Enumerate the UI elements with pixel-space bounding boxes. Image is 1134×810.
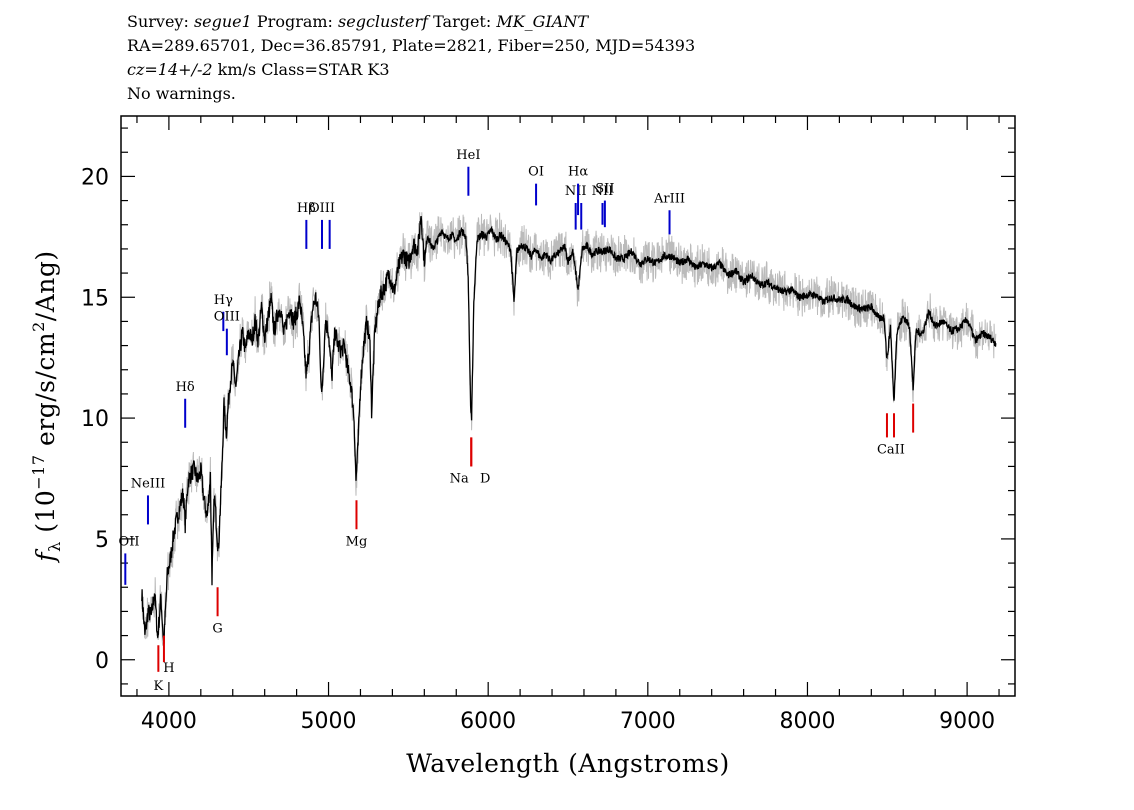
- emission-line-label: ArIII: [653, 191, 685, 206]
- y-tick-label: 0: [95, 649, 109, 674]
- y-tick-label: 15: [81, 286, 109, 311]
- emission-line-label: Hα: [568, 165, 588, 180]
- target-label: Target:: [428, 12, 497, 31]
- y-axis-title-units: erg/s/cm: [31, 332, 60, 455]
- emission-line-label: Hγ: [214, 293, 233, 308]
- x-tick-label: 4000: [141, 709, 197, 734]
- survey-label: Survey:: [127, 12, 194, 31]
- emission-line-label: OII: [119, 534, 140, 549]
- redshift-value: cz=14+/-2: [127, 60, 213, 79]
- flux-spectrum: [141, 215, 997, 645]
- absorption-line-label: D: [480, 471, 490, 486]
- absorption-line-label: Mg: [346, 534, 368, 549]
- absorption-line-label: CaII: [877, 442, 905, 457]
- emission-line-label: Hβ: [297, 201, 316, 216]
- x-tick-label: 8000: [779, 709, 835, 734]
- emission-line-label: NeIII: [131, 476, 165, 491]
- axis-ticks: [121, 116, 1015, 696]
- x-tick-label: 6000: [460, 709, 516, 734]
- x-tick-labels: 4000 5000 6000 7000 8000 9000: [141, 709, 995, 734]
- emission-line-label: OIII: [214, 310, 240, 325]
- y-axis-title-f: f: [31, 549, 60, 564]
- y-tick-label: 5: [95, 528, 109, 553]
- x-tick-label: 5000: [301, 709, 357, 734]
- x-tick-label: 7000: [620, 709, 676, 734]
- program-value: segclusterf: [338, 12, 429, 31]
- spectrum-layer: [141, 212, 997, 652]
- header-line-coordinates: RA=289.65701, Dec=36.85791, Plate=2821, …: [127, 36, 696, 55]
- spectral-line-markers: OIINeIIIHδHγOIIIHβOIIIHeIOINIIHαNIISIIAr…: [119, 148, 915, 694]
- x-axis-title: Wavelength (Angstroms): [406, 749, 729, 778]
- emission-line-label: NII: [565, 184, 587, 199]
- error-spectrum: [141, 212, 997, 652]
- y-axis-title-end: /Ang): [31, 250, 60, 321]
- emission-line-label: OI: [528, 165, 544, 180]
- emission-line-label: OIII: [309, 201, 335, 216]
- y-tick-label: 10: [81, 407, 109, 432]
- y-tick-label: 20: [81, 165, 109, 190]
- header-line-redshift: cz=14+/-2 km/s Class=STAR K3: [127, 58, 695, 82]
- spectrum-header: Survey: segue1 Program: segclusterf Targ…: [127, 10, 695, 106]
- class-value: km/s Class=STAR K3: [212, 60, 390, 79]
- y-axis-title: fλ (10−17 erg/s/cm2/Ang): [29, 250, 64, 563]
- emission-line-label: SII: [595, 182, 614, 197]
- header-line-warnings: No warnings.: [127, 84, 236, 103]
- y-axis-title-sub: λ: [45, 541, 64, 552]
- y-tick-labels: 0 5 10 15 20: [81, 165, 109, 673]
- plot-frame: [120, 115, 1016, 697]
- x-tick-label: 9000: [939, 709, 995, 734]
- emission-line-label: Hδ: [176, 380, 195, 395]
- y-axis-title-mid: (10: [31, 490, 60, 542]
- target-value: MK_GIANT: [496, 12, 589, 31]
- y-axis-title-exp: −17: [29, 454, 48, 489]
- emission-line-label: HeI: [456, 148, 480, 163]
- program-label: Program:: [251, 12, 339, 31]
- emission-line-label: NII: [592, 184, 614, 199]
- absorption-line-label: K: [153, 679, 163, 694]
- header-line-survey: Survey: segue1 Program: segclusterf Targ…: [127, 10, 695, 34]
- y-axis-title-sq: 2: [29, 321, 48, 332]
- absorption-line-label: H: [163, 661, 174, 676]
- absorption-line-label: Na: [450, 471, 469, 486]
- absorption-line-label: G: [212, 621, 222, 636]
- survey-value: segue1: [193, 12, 252, 31]
